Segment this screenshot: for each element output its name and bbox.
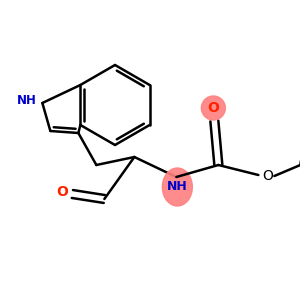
Ellipse shape [201, 96, 225, 120]
Text: NH: NH [167, 181, 188, 194]
Text: O: O [56, 185, 68, 199]
Text: NH: NH [16, 94, 36, 107]
Text: O: O [262, 169, 273, 183]
Text: O: O [207, 101, 219, 115]
Ellipse shape [162, 168, 192, 206]
